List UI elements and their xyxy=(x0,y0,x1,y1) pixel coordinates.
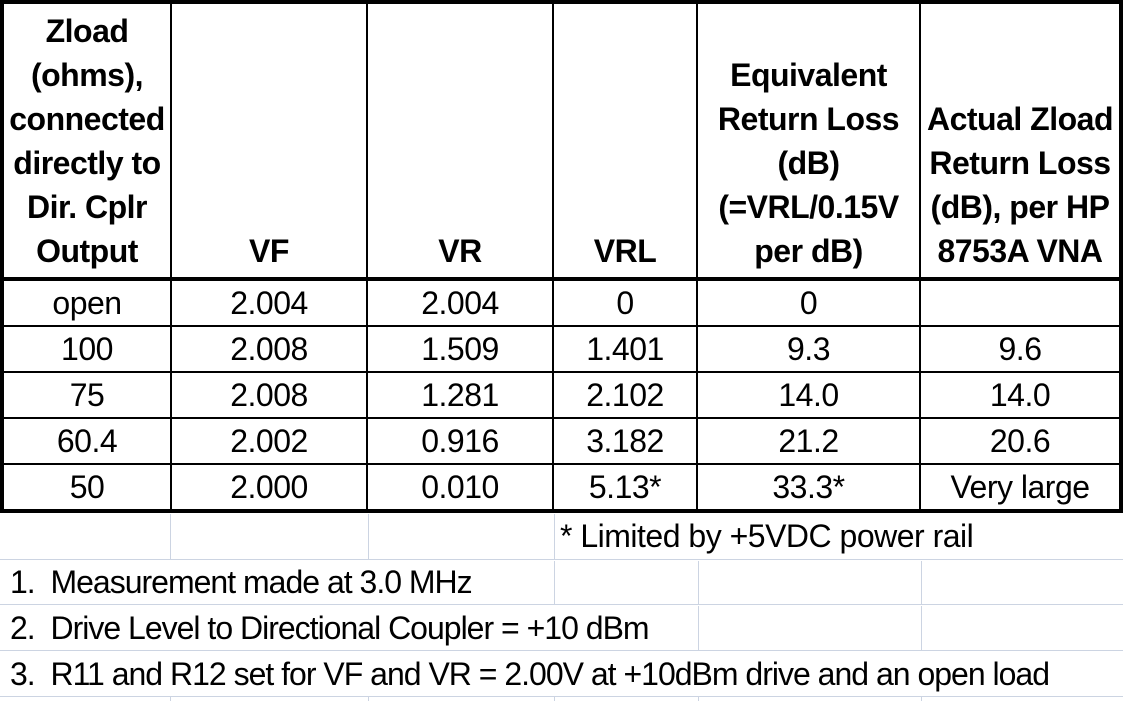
table-cell: 60.4 xyxy=(4,419,172,465)
gridline xyxy=(368,514,369,560)
header-cell-vrl: VRL xyxy=(554,4,698,281)
table-cell: 0 xyxy=(554,281,698,327)
gridline xyxy=(698,606,699,651)
table-cell: 14.0 xyxy=(698,373,921,419)
table-cell: 20.6 xyxy=(921,419,1119,465)
table-cell: 2.004 xyxy=(368,281,554,327)
table-cell: 33.3* xyxy=(698,465,921,509)
gridline xyxy=(921,561,922,605)
table-cell: 2.008 xyxy=(172,327,368,373)
gridline xyxy=(368,697,369,701)
table-cell: 2.002 xyxy=(172,419,368,465)
header-cell-vr: VR xyxy=(368,4,554,281)
header-cell-zload: Zload (ohms), connected directly to Dir.… xyxy=(4,4,172,281)
table-cell: 2.008 xyxy=(172,373,368,419)
table-cell: 9.3 xyxy=(698,327,921,373)
gridline xyxy=(554,697,555,701)
table-cell: 0.010 xyxy=(368,465,554,509)
gridline xyxy=(698,561,699,605)
gridline xyxy=(170,697,171,701)
gridline-stub-row xyxy=(0,697,1123,701)
table-cell: 1.281 xyxy=(368,373,554,419)
note-1: 1. Measurement made at 3.0 MHz xyxy=(0,560,1123,605)
table-cell: 2.000 xyxy=(172,465,368,509)
measurement-table: Zload (ohms), connected directly to Dir.… xyxy=(0,0,1123,513)
table-cell: 0 xyxy=(698,281,921,327)
header-cell-vf: VF xyxy=(172,4,368,281)
table-cell: open xyxy=(4,281,172,327)
table-cell: 50 xyxy=(4,465,172,509)
gridline xyxy=(554,514,555,560)
table-cell: 2.004 xyxy=(172,281,368,327)
gridline xyxy=(921,697,922,701)
table-cell: 3.182 xyxy=(554,419,698,465)
note-2: 2. Drive Level to Directional Coupler = … xyxy=(0,605,1123,651)
gridline xyxy=(921,606,922,651)
table-cell: 0.916 xyxy=(368,419,554,465)
table-cell: 75 xyxy=(4,373,172,419)
table-cell: 14.0 xyxy=(921,373,1119,419)
note-3: 3. R11 and R12 set for VF and VR = 2.00V… xyxy=(0,651,1123,697)
footnote: * Limited by +5VDC power rail xyxy=(0,513,1123,560)
gridline xyxy=(170,514,171,560)
gridline xyxy=(554,561,555,605)
table-cell: 21.2 xyxy=(698,419,921,465)
table-cell: 9.6 xyxy=(921,327,1119,373)
table-cell: 1.509 xyxy=(368,327,554,373)
table-cell: 100 xyxy=(4,327,172,373)
table-cell: 5.13* xyxy=(554,465,698,509)
gridline xyxy=(698,697,699,701)
table-cell: 2.102 xyxy=(554,373,698,419)
header-cell-actual-rl: Actual Zload Return Loss (dB), per HP 87… xyxy=(921,4,1119,281)
table-cell: 1.401 xyxy=(554,327,698,373)
table-cell: Very large xyxy=(950,468,1090,505)
table-cell xyxy=(921,281,1119,327)
header-cell-equiv-rl: Equivalent Return Loss (dB) (=VRL/0.15V … xyxy=(698,4,921,281)
